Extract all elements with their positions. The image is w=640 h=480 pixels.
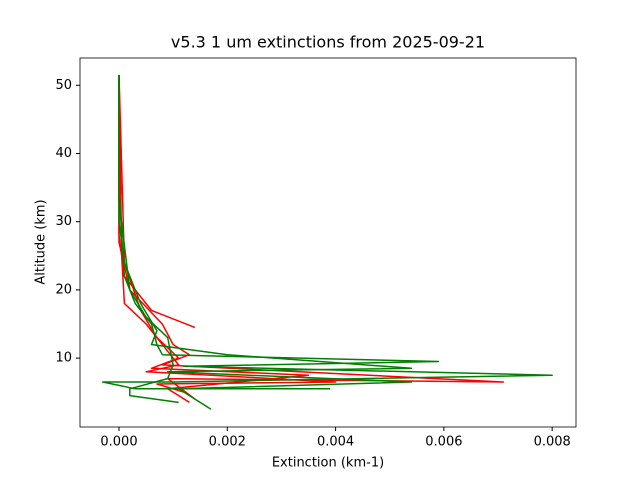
profile-line (101, 75, 553, 390)
x-tick-label: 0.002 (209, 435, 246, 450)
x-axis-label: Extinction (km-1) (272, 456, 384, 471)
x-tick-label: 0.006 (425, 435, 462, 450)
profile-line (118, 75, 505, 400)
profile-line (118, 75, 337, 393)
x-tick-label: 0.000 (100, 435, 137, 450)
y-tick-label: 20 (55, 282, 72, 297)
profile-line (118, 75, 179, 404)
profile-line (118, 75, 413, 410)
y-tick-label: 50 (55, 78, 72, 93)
x-tick-label: 0.008 (534, 435, 571, 450)
y-tick-label: 10 (55, 351, 72, 366)
y-tick-label: 30 (55, 214, 72, 229)
plot-frame (79, 57, 577, 428)
chart-title: v5.3 1 um extinctions from 2025-09-21 (171, 33, 485, 52)
y-tick-label: 40 (55, 146, 72, 161)
y-axis-label: Altitude (km) (34, 199, 49, 284)
x-tick-label: 0.004 (317, 435, 354, 450)
profile-line (118, 75, 310, 404)
